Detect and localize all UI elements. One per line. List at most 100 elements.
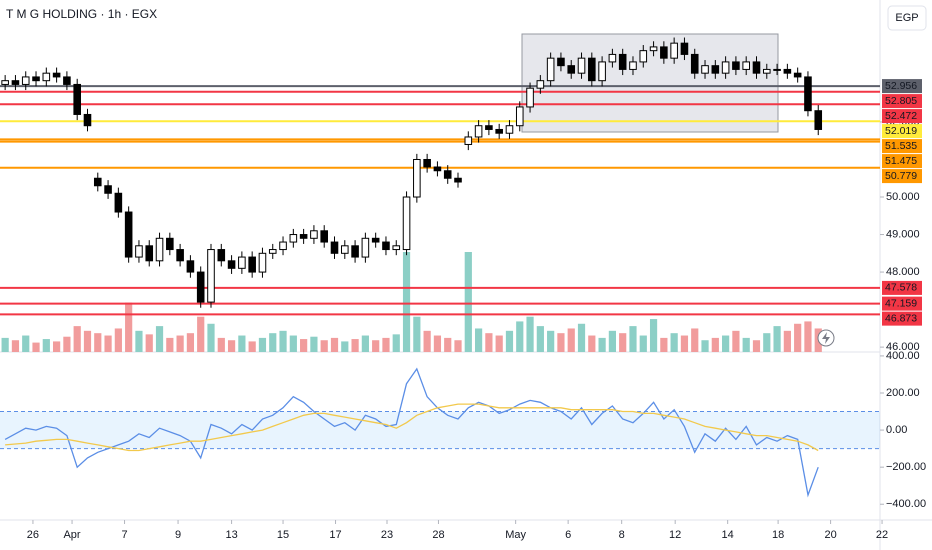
volume-bar xyxy=(454,340,462,352)
candle-body xyxy=(680,42,689,55)
candle-body xyxy=(721,61,730,74)
y-tick-label: 50.000 xyxy=(886,191,920,203)
volume-bar xyxy=(63,336,71,352)
candle-body xyxy=(73,83,81,115)
candle-body xyxy=(752,61,761,74)
volume-bar xyxy=(94,333,102,352)
candle-body xyxy=(742,61,750,70)
volume-bar xyxy=(526,316,534,352)
volume-bar xyxy=(783,330,791,352)
candle-body xyxy=(639,50,648,63)
volume-bar xyxy=(73,326,81,352)
volume-bar xyxy=(763,333,771,352)
candle-body xyxy=(155,237,164,262)
volume-bar xyxy=(341,341,349,352)
candle-body xyxy=(711,65,720,74)
volume-bar xyxy=(300,339,308,352)
volume-bar xyxy=(372,340,380,352)
level-label-bg xyxy=(882,109,922,124)
candle-body xyxy=(114,192,123,213)
volume-bar xyxy=(547,330,555,352)
candle-body xyxy=(248,256,256,273)
level-label-bg xyxy=(882,139,922,154)
candle-body xyxy=(608,53,617,63)
candle-body xyxy=(1,80,9,85)
level-label-bg xyxy=(882,311,922,326)
x-tick-label: 6 xyxy=(565,529,571,541)
candle-body xyxy=(42,72,51,82)
volume-bar xyxy=(53,341,61,352)
lightning-glyph xyxy=(822,332,830,344)
volume-bar xyxy=(310,336,318,352)
level-label-bg xyxy=(882,79,922,94)
x-tick-label: 7 xyxy=(121,529,127,541)
cci-pane: 400.00 200.00 0.00 −200.00 −400.00 26 Apr 7 9 13 1… xyxy=(0,350,926,541)
volume-bar xyxy=(166,337,174,352)
volume-bar xyxy=(444,337,452,352)
candle-body xyxy=(773,68,781,71)
candle-body xyxy=(423,158,431,168)
candle-body xyxy=(310,230,318,239)
candle-body xyxy=(268,249,277,254)
candle-body xyxy=(557,57,565,67)
level-label: 51.475 xyxy=(885,155,917,167)
cci-line xyxy=(4,367,819,498)
volume-bar xyxy=(155,326,164,352)
candle-body xyxy=(588,57,596,82)
candle-body xyxy=(52,72,61,78)
candle-body xyxy=(793,72,802,78)
cci-line xyxy=(5,403,819,452)
x-tick-label: 22 xyxy=(876,529,888,541)
volume-bar xyxy=(186,333,195,352)
volume-bar xyxy=(382,337,390,352)
candle-body xyxy=(279,241,287,251)
candle-body xyxy=(505,125,514,134)
candle-body xyxy=(330,241,339,254)
y-tick-label: 49.000 xyxy=(886,228,920,240)
candle-body xyxy=(93,177,102,187)
candle-body xyxy=(536,80,545,89)
level-label-bg xyxy=(882,94,922,109)
volume-bar xyxy=(608,330,616,352)
y-tick-label: 46.000 xyxy=(886,341,920,353)
x-tick-label: 26 xyxy=(27,529,39,541)
candle-body xyxy=(618,53,627,70)
candle-body xyxy=(351,245,359,258)
band xyxy=(0,411,880,449)
currency[interactable]: EGP xyxy=(895,12,918,24)
candle-body xyxy=(629,61,637,70)
volume-bar xyxy=(248,341,256,352)
y-tick-label: 200.00 xyxy=(886,387,920,399)
volume-bar xyxy=(330,337,339,352)
symbol-title[interactable]: T M G HOLDING · 1h · EGX xyxy=(6,7,157,21)
candle-body xyxy=(135,245,143,258)
candle-body xyxy=(402,196,411,251)
volume-bar xyxy=(1,337,9,352)
x-tick-label: 13 xyxy=(225,529,237,541)
candle-body xyxy=(104,185,112,194)
volume-bar xyxy=(794,323,802,352)
candle-body xyxy=(207,249,215,303)
volume-bar xyxy=(639,335,647,352)
volume-bar xyxy=(402,252,411,352)
volume-bar xyxy=(732,330,740,352)
volume-bar xyxy=(433,335,442,352)
currency-button[interactable] xyxy=(887,5,927,31)
volume-bar xyxy=(752,340,761,352)
level-label: 52.956 xyxy=(885,80,917,92)
level-label: 47.159 xyxy=(885,297,917,309)
candle-body xyxy=(382,241,390,251)
candle-body xyxy=(577,57,586,74)
candle-body xyxy=(443,170,452,179)
level-label: 50.779 xyxy=(885,170,917,182)
x-tick-label: 28 xyxy=(432,529,444,541)
volume-bar xyxy=(42,339,50,352)
candle-body xyxy=(526,87,534,108)
x-tick-label: Apr xyxy=(63,529,80,541)
candle-body xyxy=(166,237,174,251)
candle-body xyxy=(11,80,20,85)
candle-body xyxy=(485,125,493,130)
volume-bar xyxy=(217,337,225,352)
candle-body xyxy=(217,249,226,262)
